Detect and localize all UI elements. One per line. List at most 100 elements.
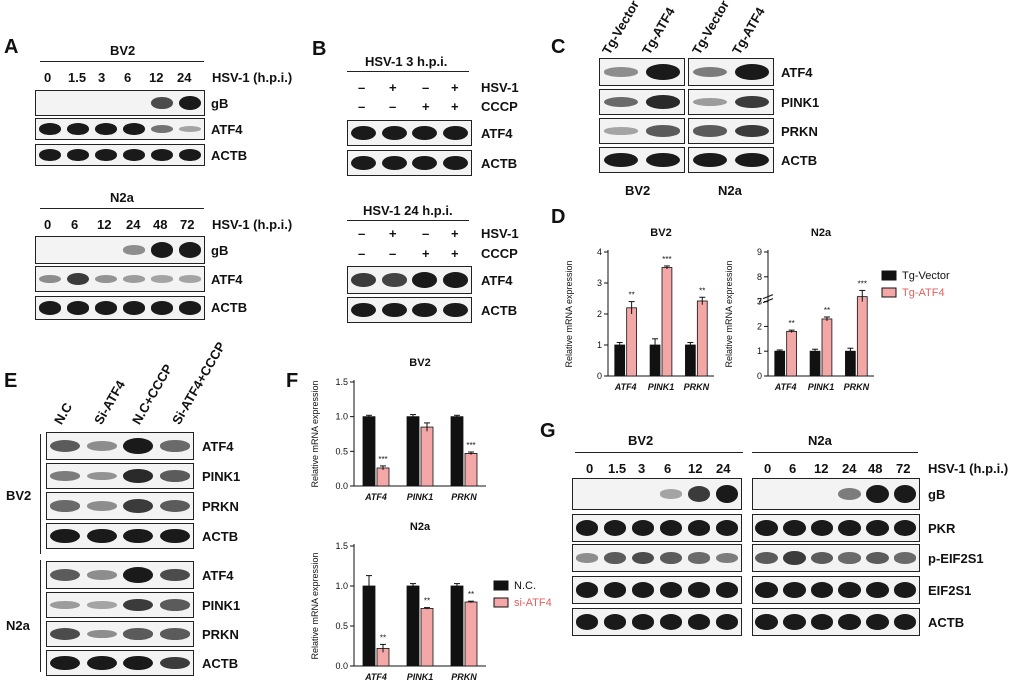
chart-title: N2a (410, 521, 431, 533)
c-lane-0: Tg-Vector (599, 0, 642, 57)
x-tick-label: PINK1 (407, 492, 434, 502)
b-bot-cccp-2: + (422, 246, 430, 261)
y-tick-label: 3 (757, 297, 762, 307)
blot-e-bv2-atf4 (46, 432, 194, 460)
blot-band (692, 98, 728, 106)
b-bot-hsv-0: – (358, 226, 366, 241)
y-tick-label: 0 (757, 371, 762, 381)
blot-band (575, 520, 599, 536)
blot-band (631, 614, 655, 630)
y-tick-label: 0.0 (335, 481, 348, 491)
g-n2a-lane-5: 72 (896, 461, 911, 476)
blot-b-bot-actb (347, 297, 472, 323)
blot-g-bv2-pkr (572, 514, 742, 542)
panel-label-a: A (4, 36, 19, 58)
blot-band (810, 520, 834, 536)
blot-band (603, 552, 627, 564)
blot-band (687, 486, 711, 502)
b-top-hsv-2: – (422, 80, 430, 95)
c-actb-label: ACTB (781, 153, 818, 168)
blot-c-bv2-pink1 (599, 89, 685, 115)
bar (464, 601, 478, 667)
g-peif2s1-label: p-EIF2S1 (928, 551, 984, 566)
blot-band (50, 500, 81, 512)
blot-band (150, 149, 174, 161)
blot-band (66, 123, 90, 135)
blot-band (150, 275, 174, 283)
y-axis-label: Relative mRNA expression (724, 260, 734, 367)
blot-band (150, 242, 174, 258)
legend-d: Tg-Vector Tg-ATF4 (881, 270, 950, 299)
blot-band (603, 67, 639, 77)
e-cell-bv2: BV2 (6, 488, 32, 503)
blot-band (178, 149, 202, 161)
g-n2a-lane-3: 24 (842, 461, 857, 476)
x-tick-label: ATF4 (364, 672, 387, 682)
x-tick-label: PRKN (451, 672, 477, 682)
blot-band (838, 614, 862, 630)
blot-b-bot-atf4 (347, 266, 472, 294)
y-tick-label: 0.5 (335, 621, 348, 631)
e-bv2-pink1-label: PINK1 (202, 469, 241, 484)
a-n2a-lane-4: 48 (153, 217, 168, 232)
blot-band (575, 553, 599, 563)
g-bv2-title: BV2 (628, 433, 654, 448)
blot-band (123, 499, 154, 513)
blot-band (810, 582, 834, 598)
a-bv2-title-line (40, 61, 204, 62)
blot-band (893, 552, 917, 564)
y-tick-label: 1 (597, 340, 602, 350)
a-n2a-lane-0: 0 (44, 217, 52, 232)
blot-band (575, 614, 599, 630)
g-axis: HSV-1 (h.p.i.) (928, 461, 1009, 476)
b-bot-cccp-0: – (358, 246, 366, 261)
y-tick-label: 1.5 (335, 377, 348, 387)
b-bot-atf4-label: ATF4 (481, 273, 513, 288)
x-tick-label: PRKN (684, 382, 710, 392)
blot-band (381, 302, 407, 318)
blot-e-bv2-actb (46, 523, 194, 549)
b-top-cccp-2: + (422, 99, 430, 114)
blot-band (38, 149, 62, 161)
x-tick-label: ATF4 (364, 492, 387, 502)
chart-d-bv2: BV2 Relative mRNA expression 0 1 2 3 4 ** ATF4 **… (564, 227, 714, 392)
a-bv2-actb-label: ACTB (211, 148, 248, 163)
blot-band (66, 149, 90, 161)
b-top-actb-label: ACTB (481, 156, 518, 171)
b-top-hsv-0: – (358, 80, 366, 95)
x-tick-label: PINK1 (808, 382, 835, 392)
blot-band (412, 125, 438, 141)
blot-band (123, 628, 154, 640)
a-bv2-lane-5: 24 (177, 70, 192, 85)
blot-e-bv2-pink1 (46, 463, 194, 489)
legend-f-swatch-0 (493, 580, 509, 591)
bar (786, 330, 797, 377)
blot-band (123, 469, 154, 483)
a-n2a-atf4-label: ATF4 (211, 272, 243, 287)
blot-c-bv2-actb (599, 147, 685, 173)
y-tick-label: 0 (597, 371, 602, 381)
e-n2a-actb-label: ACTB (202, 656, 239, 671)
blot-e-n2a-prkn (46, 621, 194, 647)
blot-band (38, 123, 62, 135)
b-top-cccp-0: – (358, 99, 366, 114)
blot-band (692, 125, 728, 137)
g-n2a-lane-1: 6 (789, 461, 797, 476)
x-tick-label: ATF4 (614, 382, 637, 392)
e-bv2-prkn-label: PRKN (202, 499, 239, 514)
blot-e-n2a-pink1 (46, 592, 194, 618)
blot-band (159, 440, 190, 452)
blot-band (783, 551, 806, 565)
blot-a-n2a-atf4 (35, 266, 205, 292)
blot-band (659, 582, 683, 598)
blot-band (715, 552, 739, 564)
g-bv2-lane-2: 3 (638, 461, 646, 476)
b-bottom-title: HSV-1 24 h.p.i. (363, 203, 453, 218)
chart-f-n2a: N2a Relative mRNA expression 0.0 0.5 1.0 1.5 *… (310, 521, 486, 682)
a-n2a-axis: HSV-1 (h.p.i.) (212, 217, 293, 232)
blot-band (178, 242, 202, 258)
bar (420, 608, 434, 667)
panel-label-b: B (312, 38, 327, 60)
y-tick-label: 9 (757, 247, 762, 257)
chart-f-bv2: BV2 Relative mRNA expression 0.0 0.5 1.0 1.5 *… (310, 357, 486, 502)
